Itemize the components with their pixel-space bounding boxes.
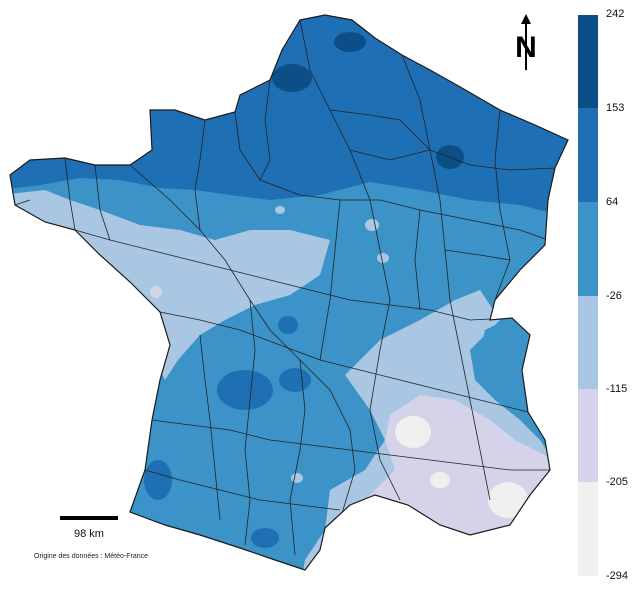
legend-color-bar xyxy=(578,15,598,576)
legend-swatch-64-minus26 xyxy=(578,202,598,296)
zone-above-242 xyxy=(272,64,312,92)
legend-label-minus26: -26 xyxy=(606,290,622,302)
legend-label-minus205: -205 xyxy=(606,476,629,488)
zone-minus115-to-minus26 xyxy=(150,286,162,298)
zone-153-to-242 xyxy=(279,368,311,392)
legend-swatch-minus26-minus115 xyxy=(578,296,598,389)
legend-swatch-minus205-minus294 xyxy=(578,482,598,576)
zone-153-to-242 xyxy=(217,370,273,410)
zone-minus26-to-64 xyxy=(291,473,303,483)
zone-minus26-to-64 xyxy=(377,253,389,263)
north-arrow-icon: N xyxy=(515,14,537,70)
legend-swatch-153-64 xyxy=(578,108,598,202)
zone-above-242 xyxy=(334,32,366,52)
zone-below-minus205 xyxy=(430,472,450,488)
zone-below-minus205 xyxy=(488,482,528,518)
department-borders xyxy=(14,19,556,556)
legend-label-minus115: -115 xyxy=(606,383,628,395)
france-outline xyxy=(9,14,569,571)
zone-above-242 xyxy=(436,145,464,169)
legend-label-minus294: -294 xyxy=(606,570,629,582)
zone-minus26-to-64 xyxy=(365,219,379,231)
legend-swatch-242-153 xyxy=(578,15,598,108)
legend-label-242: 242 xyxy=(606,8,625,20)
zone-below-minus205 xyxy=(395,416,431,448)
legend-label-64: 64 xyxy=(606,196,619,208)
legend-label-153: 153 xyxy=(606,102,625,114)
zone-153-to-242 xyxy=(251,528,279,548)
north-letter: N xyxy=(515,31,537,64)
scale-bar-label: 98 km xyxy=(74,528,104,540)
zone-153-to-242 xyxy=(144,460,172,500)
zone-64-to-153 xyxy=(480,315,525,395)
legend-swatch-minus115-minus205 xyxy=(578,389,598,482)
zone-minus26-to-64 xyxy=(275,206,285,214)
zone-153-to-242 xyxy=(278,316,298,334)
scale-bar xyxy=(60,516,118,520)
data-source-credit: Origine des données : Météo-France xyxy=(34,553,149,560)
